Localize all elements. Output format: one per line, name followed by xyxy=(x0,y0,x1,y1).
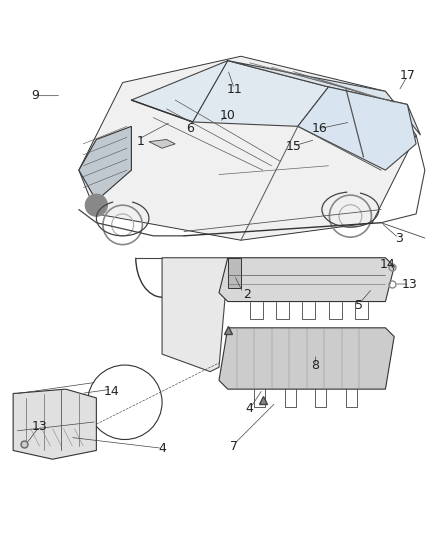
Text: 4: 4 xyxy=(158,442,166,455)
Text: 6: 6 xyxy=(187,122,194,135)
Polygon shape xyxy=(131,61,328,126)
Text: 9: 9 xyxy=(31,89,39,102)
Text: 1: 1 xyxy=(136,135,144,148)
Text: 14: 14 xyxy=(380,258,396,271)
Text: 4: 4 xyxy=(246,402,254,415)
Text: 8: 8 xyxy=(311,359,319,372)
Polygon shape xyxy=(298,87,416,170)
Polygon shape xyxy=(13,389,96,459)
Polygon shape xyxy=(228,258,241,288)
Text: 16: 16 xyxy=(312,122,328,135)
Text: 17: 17 xyxy=(399,69,415,83)
Text: 15: 15 xyxy=(286,140,301,152)
Text: 5: 5 xyxy=(355,300,363,312)
Polygon shape xyxy=(219,258,394,302)
Polygon shape xyxy=(79,126,131,201)
Circle shape xyxy=(85,194,107,216)
Polygon shape xyxy=(79,56,416,240)
Text: 13: 13 xyxy=(32,420,47,433)
Text: 3: 3 xyxy=(395,231,403,245)
Text: 10: 10 xyxy=(220,109,236,122)
Polygon shape xyxy=(228,61,420,135)
Text: 13: 13 xyxy=(402,278,417,290)
Text: 7: 7 xyxy=(230,440,238,453)
Polygon shape xyxy=(149,140,175,148)
Text: 14: 14 xyxy=(104,385,120,398)
Polygon shape xyxy=(219,328,394,389)
Polygon shape xyxy=(162,258,228,372)
Text: 11: 11 xyxy=(226,83,242,95)
Text: 2: 2 xyxy=(244,288,251,302)
